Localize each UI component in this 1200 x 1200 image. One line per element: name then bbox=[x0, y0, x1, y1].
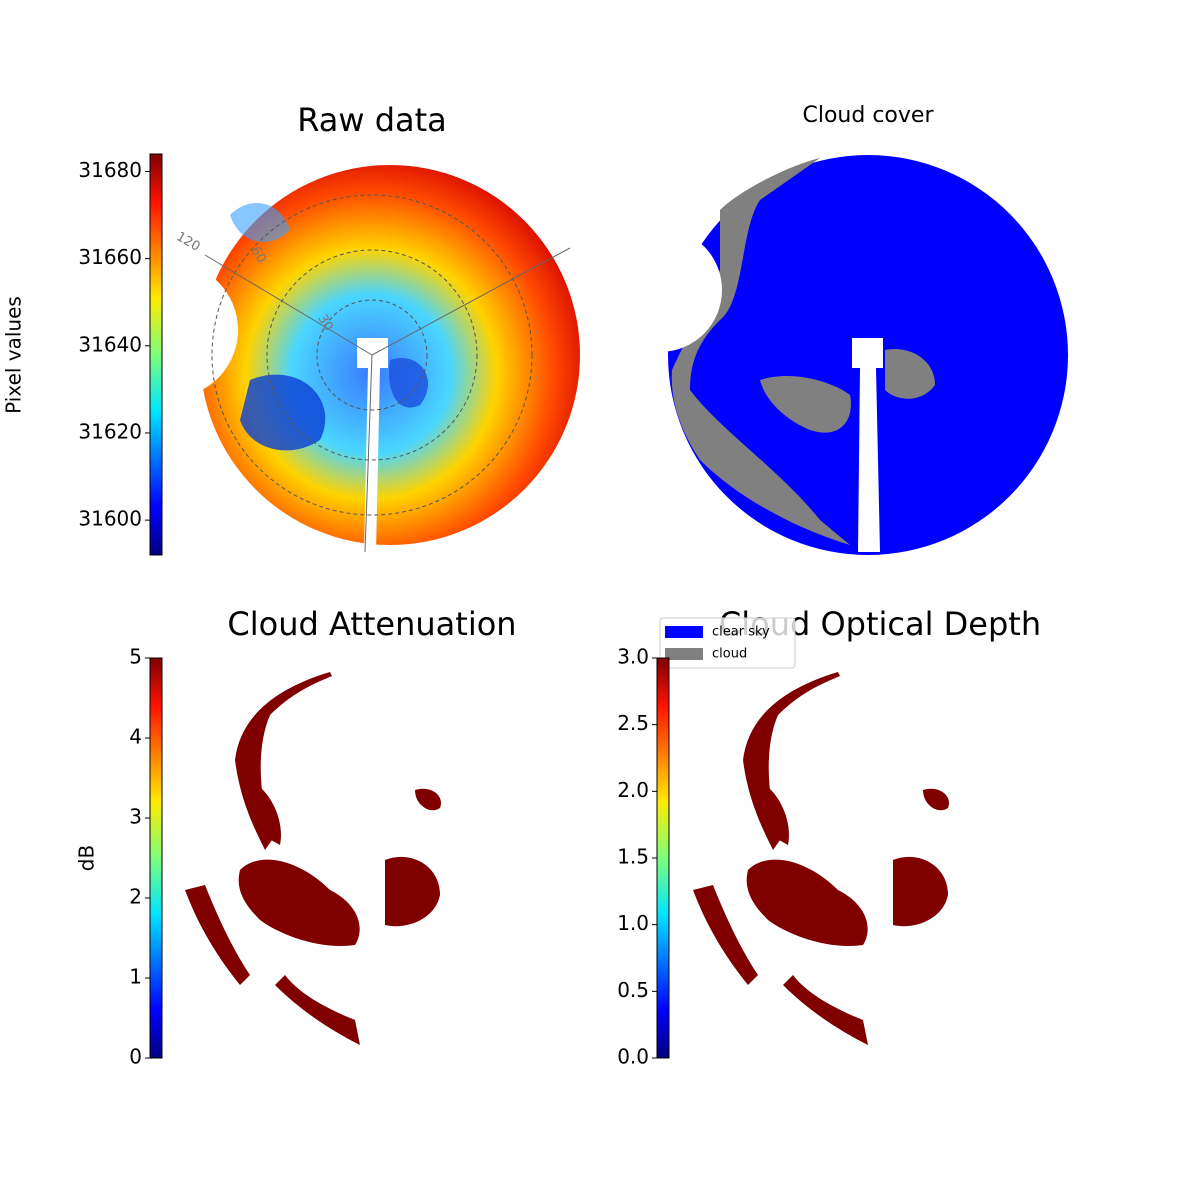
colorbar-tick-label: 2.5 bbox=[617, 711, 649, 735]
cloud-patch bbox=[275, 975, 360, 1045]
raw-image bbox=[200, 165, 580, 545]
cloud-patch bbox=[415, 788, 441, 811]
legend-label: cloud bbox=[712, 647, 747, 662]
cloud-patch bbox=[893, 856, 948, 927]
cloud-region bbox=[885, 349, 935, 399]
colorbar-tick-label: 3 bbox=[129, 805, 142, 829]
panel-title: Raw data bbox=[297, 101, 447, 139]
cloud-patch bbox=[235, 672, 332, 850]
colorbar-tick-label: 31640 bbox=[78, 332, 142, 356]
mask bbox=[852, 338, 883, 368]
colorbar-label: dB bbox=[75, 845, 99, 871]
polar-label: 60 bbox=[247, 244, 268, 266]
cloud-patch bbox=[758, 780, 789, 845]
panel-title: Cloud cover bbox=[803, 103, 935, 128]
legend-swatch bbox=[665, 648, 703, 660]
colorbar-tick-label: 1.5 bbox=[617, 845, 649, 869]
cloud-patch bbox=[250, 780, 281, 845]
legend-label: clear sky bbox=[712, 625, 770, 640]
colorbar-tick-label: 31680 bbox=[78, 158, 142, 182]
polar-axis bbox=[204, 254, 373, 356]
colorbar-tick-label: 31620 bbox=[78, 419, 142, 443]
raw-image-patch bbox=[389, 358, 429, 408]
cloud-cover-top-mask bbox=[660, 140, 1080, 155]
cloud-region bbox=[760, 375, 851, 433]
cloud-patch bbox=[238, 859, 360, 946]
cloud-patch bbox=[385, 856, 440, 927]
polar-ring bbox=[316, 299, 428, 411]
mask bbox=[357, 338, 388, 368]
colorbar-label: Pixel values bbox=[2, 296, 26, 414]
colorbar bbox=[149, 153, 163, 556]
cloud-patch bbox=[746, 859, 868, 946]
panel-title: Cloud Attenuation bbox=[227, 605, 516, 643]
cloud-patch bbox=[743, 672, 840, 850]
raw-image-patch bbox=[230, 203, 290, 242]
colorbar-tick-label: 2 bbox=[129, 885, 142, 909]
colorbar-tick-label: 2.0 bbox=[617, 778, 649, 802]
polar-ring bbox=[211, 194, 533, 516]
raw-image-patch bbox=[240, 374, 326, 451]
colorbar-tick-label: 1 bbox=[129, 965, 142, 989]
colorbar-tick-label: 0.5 bbox=[617, 978, 649, 1002]
colorbar-tick-label: 0.0 bbox=[617, 1045, 649, 1069]
polar-label: 30 bbox=[314, 312, 335, 334]
cloud-patch bbox=[185, 885, 250, 985]
notch-mask bbox=[598, 228, 722, 352]
colorbar bbox=[656, 657, 670, 1059]
colorbar-tick-label: 31600 bbox=[78, 507, 142, 531]
legend-swatch bbox=[665, 626, 703, 638]
polar-label: 120 bbox=[173, 229, 202, 254]
cloud-region bbox=[671, 158, 850, 545]
notch-mask bbox=[102, 262, 238, 398]
colorbar-tick-label: 1.0 bbox=[617, 911, 649, 935]
polar-grid bbox=[211, 194, 533, 516]
colorbar-tick-label: 31660 bbox=[78, 245, 142, 269]
polar-axis bbox=[364, 354, 373, 553]
colorbar-tick-label: 0 bbox=[129, 1045, 142, 1069]
colorbar-tick-label: 4 bbox=[129, 725, 142, 749]
colorbar bbox=[149, 657, 163, 1059]
cloud-patch bbox=[693, 885, 758, 985]
polar-axis bbox=[371, 247, 571, 356]
polar-ring bbox=[266, 249, 478, 461]
cloud-patch bbox=[923, 788, 949, 811]
colorbar-tick-label: 3.0 bbox=[617, 645, 649, 669]
cloud-patch bbox=[783, 975, 868, 1045]
colorbar-tick-label: 5 bbox=[129, 645, 142, 669]
mask bbox=[858, 368, 880, 552]
